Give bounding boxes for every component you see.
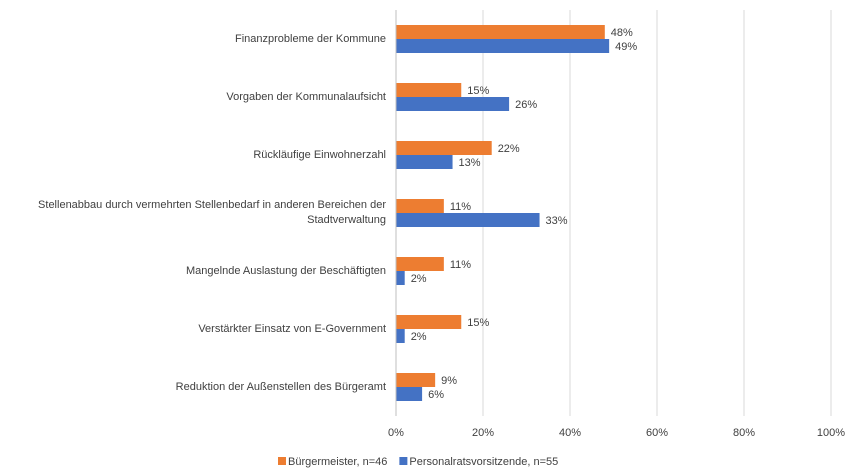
bar: [396, 39, 610, 53]
data-label: 11%: [450, 259, 471, 271]
bar: [396, 329, 405, 343]
data-label: 13%: [459, 157, 481, 169]
bar: [396, 213, 540, 227]
category-label: Stellenabbau durch vermehrten Stellenbed…: [38, 199, 386, 226]
category-label: Rückläufige Einwohnerzahl: [253, 148, 386, 161]
bar: [396, 97, 510, 111]
data-label: 26%: [515, 99, 537, 111]
x-tick-label: 20%: [472, 427, 494, 439]
bar: [396, 83, 462, 97]
bar: [396, 25, 605, 39]
data-label: 2%: [411, 331, 427, 343]
data-label: 11%: [450, 201, 471, 213]
x-tick-label: 80%: [733, 427, 755, 439]
bar: [396, 271, 405, 285]
category-label: Verstärkter Einsatz von E-Government: [198, 322, 386, 335]
data-label: 15%: [467, 317, 489, 329]
data-label: 48%: [611, 27, 633, 39]
data-label: 33%: [546, 215, 568, 227]
category-label: Mangelnde Auslastung der Beschäftigten: [186, 264, 386, 277]
data-label: 2%: [411, 273, 427, 285]
bar: [396, 257, 444, 271]
data-label: 22%: [498, 143, 520, 155]
category-label: Vorgaben der Kommunalaufsicht: [226, 90, 386, 103]
bar: [396, 373, 436, 387]
data-label: 6%: [428, 389, 444, 401]
x-tick-label: 60%: [646, 427, 668, 439]
legend-label: Bürgermeister, n=46: [288, 456, 387, 468]
bar: [396, 141, 492, 155]
bar: [396, 315, 462, 329]
data-label: 9%: [441, 375, 457, 387]
category-label: Finanzprobleme der Kommune: [234, 32, 386, 45]
bar: [396, 387, 423, 401]
x-tick-label: 40%: [559, 427, 581, 439]
legend-swatch: [278, 457, 286, 465]
category-label: Reduktion der Außenstellen des Bürgeramt: [175, 380, 386, 393]
bar: [396, 199, 444, 213]
bar: [396, 155, 453, 169]
legend-swatch: [399, 457, 408, 465]
data-label: 49%: [615, 41, 637, 53]
x-tick-label: 0%: [388, 427, 404, 439]
legend-label: Personalratsvorsitzende, n=55: [409, 456, 558, 468]
data-label: 15%: [467, 85, 489, 97]
x-tick-label: 100%: [817, 427, 845, 439]
